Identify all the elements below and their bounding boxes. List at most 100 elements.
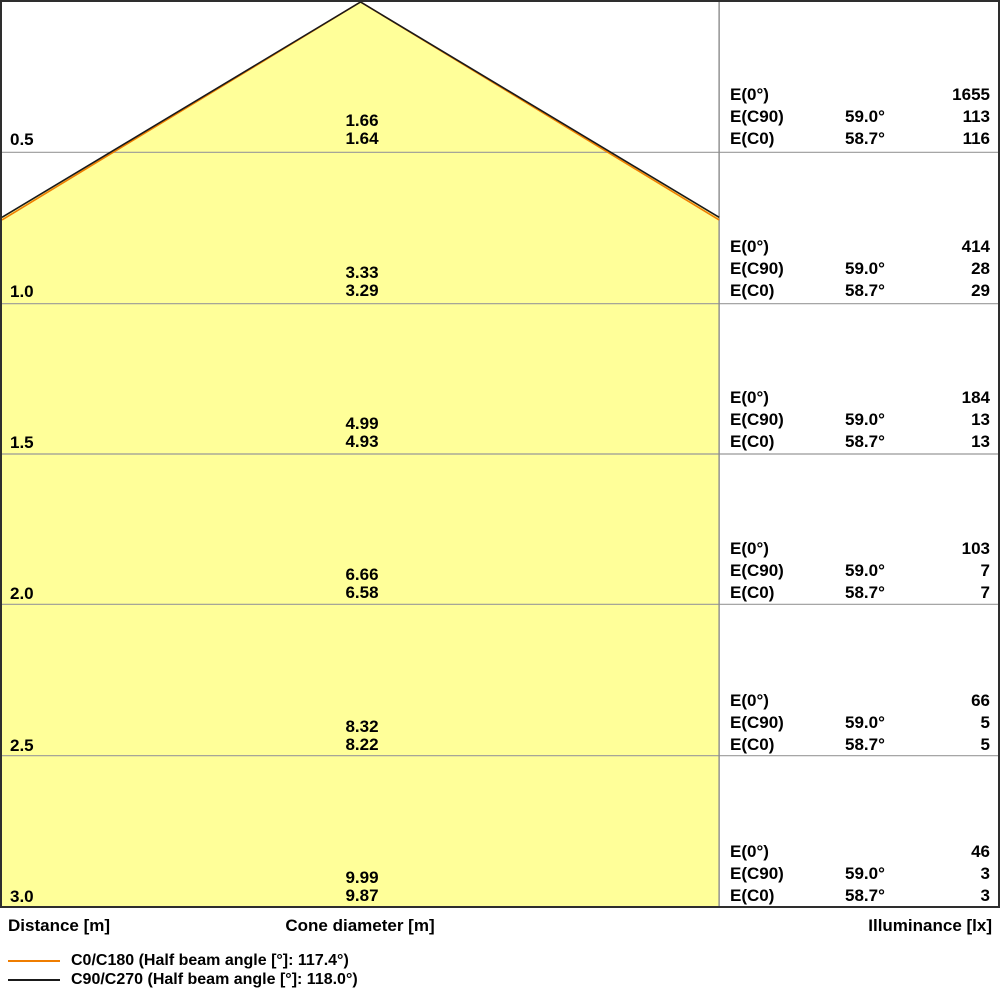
e-angle: 58.7° — [845, 432, 885, 451]
legend-label: C0/C180 (Half beam angle [°]: 117.4°) — [71, 951, 349, 969]
illuminance-line: E(C90) 59.0° 7 — [730, 560, 990, 582]
legend: C0/C180 (Half beam angle [°]: 117.4°) C9… — [8, 951, 358, 989]
illuminance-line: E(0°) 103 — [730, 538, 990, 560]
e-value: 13 — [971, 432, 990, 451]
cone-diameter-values: 6.66 6.58 — [262, 566, 462, 602]
e-label: E(C0) — [730, 583, 775, 602]
legend-row-c0-c180: C0/C180 (Half beam angle [°]: 117.4°) — [8, 951, 358, 970]
diameter-c0: 3.29 — [345, 281, 379, 300]
cone-diameter-axis-label: Cone diameter [m] — [285, 916, 435, 935]
illuminance-line: E(C90) 59.0° 13 — [730, 409, 990, 431]
e-angle: 58.7° — [845, 281, 885, 300]
e-label: E(C90) — [730, 561, 784, 580]
illuminance-line: E(0°) 66 — [730, 690, 990, 712]
e-value: 5 — [980, 713, 990, 732]
illuminance-line: E(C0) 58.7° 3 — [730, 885, 990, 907]
cone-edge-c0-c180 — [2, 2, 720, 221]
e-angle: 58.7° — [845, 583, 885, 602]
e-value: 7 — [980, 561, 990, 580]
illuminance-block: E(0°) 103 E(C90) 59.0° 7 E(C0) 58.7° 7 — [730, 538, 990, 604]
diameter-c90: 4.99 — [345, 414, 379, 433]
e-label: E(0°) — [730, 237, 769, 256]
cone-diameter-values: 3.33 3.29 — [262, 264, 462, 300]
illuminance-block: E(0°) 414 E(C90) 59.0° 28 E(C0) 58.7° 29 — [730, 236, 990, 302]
illuminance-line: E(C0) 58.7° 116 — [730, 128, 990, 150]
e-angle: 59.0° — [845, 107, 885, 126]
e-label: E(0°) — [730, 388, 769, 407]
illuminance-line: E(C0) 58.7° 7 — [730, 582, 990, 604]
e-value: 3 — [980, 886, 990, 905]
diameter-c0: 4.93 — [345, 432, 379, 451]
illuminance-block: E(0°) 66 E(C90) 59.0° 5 E(C0) 58.7° 5 — [730, 690, 990, 756]
illuminance-line: E(C90) 59.0° 3 — [730, 863, 990, 885]
e-label: E(0°) — [730, 539, 769, 558]
diameter-c90: 3.33 — [345, 263, 379, 282]
e-value: 28 — [971, 259, 990, 278]
e-label: E(C90) — [730, 864, 784, 883]
c0-c180-line-swatch — [8, 959, 60, 962]
e-angle: 59.0° — [845, 864, 885, 883]
e-label: E(C0) — [730, 432, 775, 451]
e-value: 103 — [961, 539, 990, 558]
e-angle: 58.7° — [845, 129, 885, 148]
diameter-c0: 9.87 — [345, 886, 379, 905]
e-value: 5 — [980, 735, 990, 754]
e-value: 113 — [962, 107, 990, 126]
e-angle: 59.0° — [845, 561, 885, 580]
illuminance-line: E(C90) 59.0° 5 — [730, 712, 990, 734]
e-label: E(C90) — [730, 713, 784, 732]
cone-chart-svg — [2, 2, 998, 906]
e-label: E(C90) — [730, 107, 784, 126]
illuminance-block: E(0°) 46 E(C90) 59.0° 3 E(C0) 58.7° 3 — [730, 841, 990, 907]
c90-c270-line-swatch — [8, 978, 60, 981]
distance-label: 2.5 — [10, 736, 34, 755]
e-value: 184 — [961, 388, 990, 407]
diameter-c90: 8.32 — [345, 717, 379, 736]
e-value: 1655 — [952, 85, 990, 104]
e-label: E(0°) — [730, 85, 769, 104]
e-label: E(C90) — [730, 410, 784, 429]
e-value: 116 — [962, 129, 990, 148]
e-value: 46 — [971, 842, 990, 861]
illuminance-line: E(0°) 1655 — [730, 84, 990, 106]
e-label: E(C90) — [730, 259, 784, 278]
distance-label: 2.0 — [10, 584, 34, 603]
e-label: E(0°) — [730, 691, 769, 710]
illuminance-line: E(C90) 59.0° 28 — [730, 258, 990, 280]
cone-diameter-values: 1.66 1.64 — [262, 112, 462, 148]
illuminance-block: E(0°) 1655 E(C90) 59.0° 113 E(C0) 58.7° … — [730, 84, 990, 150]
e-value: 3 — [980, 864, 990, 883]
e-label: E(C0) — [730, 735, 775, 754]
e-label: E(0°) — [730, 842, 769, 861]
e-angle: 59.0° — [845, 713, 885, 732]
distance-label: 3.0 — [10, 887, 34, 906]
e-angle: 58.7° — [845, 735, 885, 754]
e-value: 66 — [971, 691, 990, 710]
e-angle: 59.0° — [845, 259, 885, 278]
e-angle: 58.7° — [845, 886, 885, 905]
diameter-c90: 1.66 — [345, 111, 379, 130]
e-value: 7 — [980, 583, 990, 602]
illuminance-line: E(0°) 184 — [730, 387, 990, 409]
cone-edge-c90-c270 — [2, 2, 720, 219]
illuminance-line: E(0°) 46 — [730, 841, 990, 863]
distance-label: 0.5 — [10, 130, 34, 149]
cone-diameter-values: 9.99 9.87 — [262, 869, 462, 905]
cone-diameter-values: 4.99 4.93 — [262, 415, 462, 451]
e-value: 414 — [961, 237, 990, 256]
legend-row-c90-c270: C90/C270 (Half beam angle [°]: 118.0°) — [8, 970, 358, 989]
e-value: 29 — [971, 281, 990, 300]
e-label: E(C0) — [730, 281, 775, 300]
e-label: E(C0) — [730, 886, 775, 905]
illuminance-line: E(C0) 58.7° 5 — [730, 734, 990, 756]
diameter-c90: 9.99 — [345, 868, 379, 887]
illuminance-line: E(C0) 58.7° 13 — [730, 431, 990, 453]
diameter-c0: 1.64 — [345, 129, 379, 148]
e-angle: 59.0° — [845, 410, 885, 429]
e-value: 13 — [971, 410, 990, 429]
legend-label: C90/C270 (Half beam angle [°]: 118.0°) — [71, 970, 358, 988]
illuminance-line: E(C90) 59.0° 113 — [730, 106, 990, 128]
cone-chart-area: 0.5 1.66 1.64 E(0°) 1655 E(C90) 59.0° 11… — [0, 0, 1000, 908]
illuminance-block: E(0°) 184 E(C90) 59.0° 13 E(C0) 58.7° 13 — [730, 387, 990, 453]
